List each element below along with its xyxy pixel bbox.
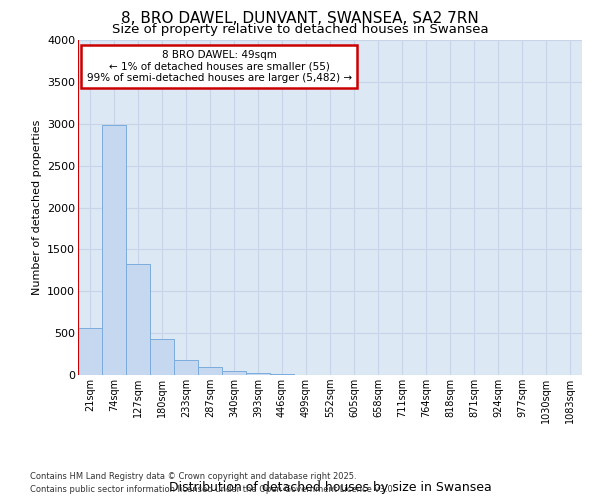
- Bar: [222, 371, 246, 375]
- Bar: [102, 126, 126, 375]
- Bar: [198, 368, 222, 375]
- Bar: [270, 374, 294, 375]
- Bar: [150, 339, 174, 375]
- Text: Contains HM Land Registry data © Crown copyright and database right 2025.: Contains HM Land Registry data © Crown c…: [30, 472, 356, 481]
- Bar: [246, 373, 270, 375]
- Bar: [174, 360, 198, 375]
- Bar: [78, 328, 102, 375]
- Text: Contains public sector information licensed under the Open Government Licence v3: Contains public sector information licen…: [30, 485, 395, 494]
- Bar: [126, 264, 150, 375]
- Text: 8 BRO DAWEL: 49sqm
← 1% of detached houses are smaller (55)
99% of semi-detached: 8 BRO DAWEL: 49sqm ← 1% of detached hous…: [86, 50, 352, 83]
- X-axis label: Distribution of detached houses by size in Swansea: Distribution of detached houses by size …: [169, 482, 491, 494]
- Text: Size of property relative to detached houses in Swansea: Size of property relative to detached ho…: [112, 22, 488, 36]
- Y-axis label: Number of detached properties: Number of detached properties: [32, 120, 41, 295]
- Text: 8, BRO DAWEL, DUNVANT, SWANSEA, SA2 7RN: 8, BRO DAWEL, DUNVANT, SWANSEA, SA2 7RN: [121, 11, 479, 26]
